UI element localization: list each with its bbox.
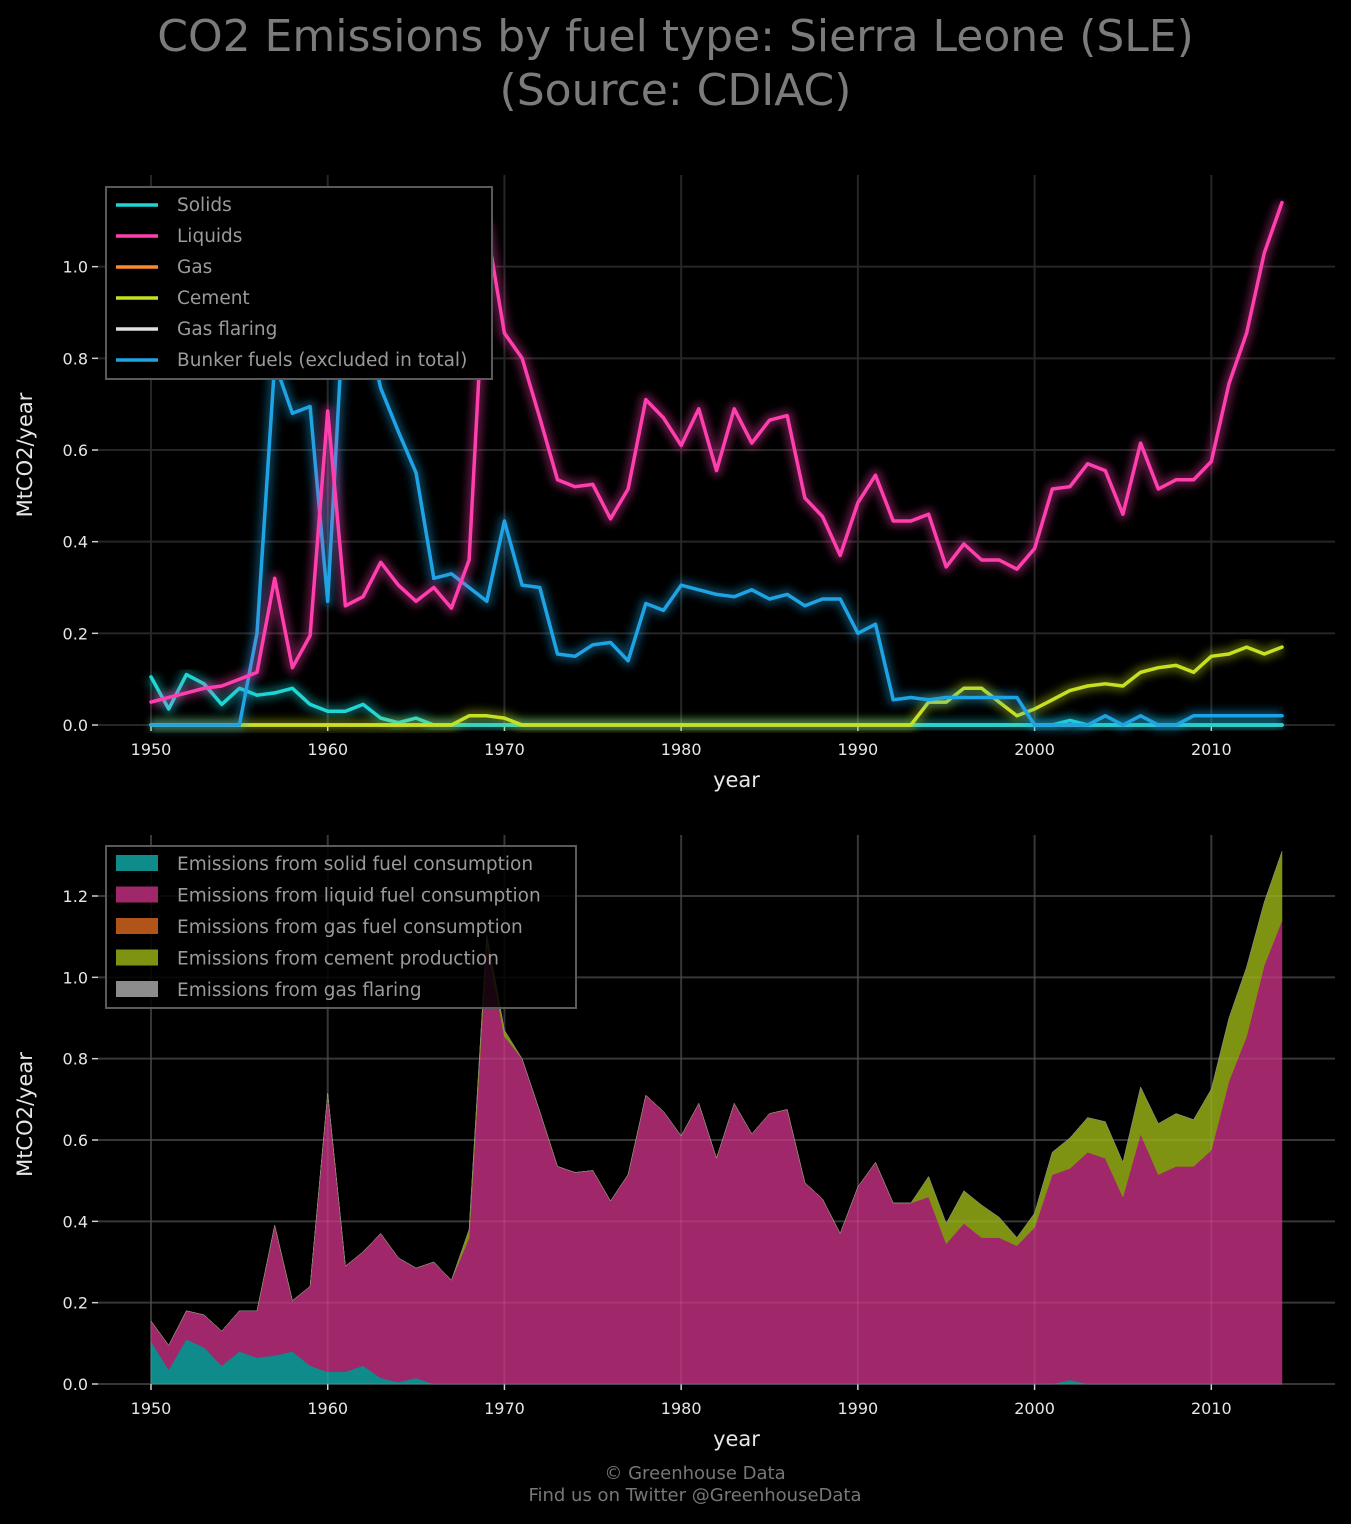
chart2-xlabel: year [713,1427,760,1451]
legend-label: Liquids [177,226,242,247]
chart1-xtick-label: 1960 [307,740,348,759]
legend-label: Emissions from liquid fuel consumption [177,886,541,907]
legend-label: Solids [177,195,232,216]
legend-label: Bunker fuels (excluded in total) [177,350,467,371]
chart2-ytick-label: 0.4 [63,1212,88,1231]
series-cement-line [149,645,1284,727]
legend-label: Emissions from gas fuel consumption [177,917,523,938]
chart1-xlabel: year [713,768,760,792]
chart2-xtick-label: 1950 [131,1399,172,1418]
chart-title: CO2 Emissions by fuel type: Sierra Leone… [0,10,1351,118]
credit: © Greenhouse Data Find us on Twitter @Gr… [0,1463,1351,1507]
chart1-xtick-label: 1950 [131,740,172,759]
area-emissions-from-gas-flaring [150,851,1283,1346]
legend-label: Emissions from solid fuel consumption [177,854,533,875]
chart1-ytick-label: 0.4 [63,533,88,552]
chart1-ylabel: MtCO2/year [13,392,37,517]
chart1-xtick-label: 1980 [661,740,702,759]
chart2-legend: Emissions from solid fuel consumption Emi… [105,845,577,1009]
credit-line1: © Greenhouse Data [604,1463,786,1484]
chart-title-line1: CO2 Emissions by fuel type: Sierra Leone… [157,11,1194,62]
chart2-xtick-label: 1960 [307,1399,348,1418]
chart2-ytick-label: 1.2 [63,887,88,906]
chart1-ytick-label: 0.0 [63,716,88,735]
chart2-ytick-label: 0.6 [63,1131,88,1150]
chart2-xtick-label: 2010 [1191,1399,1232,1418]
series-bunker-fuels-excluded-in-total-line [149,276,1284,727]
chart1-legend: Solids Liquids Gas Cement Gas flaring Bunker … [105,186,493,380]
stacked-area-chart: 1950 1960 1970 1980 1990 2000 2010 0.0 0.2 0.4 0.6… [13,835,1335,1451]
legend-label: Emissions from gas flaring [177,980,422,1001]
chart1-ytick-label: 1.0 [63,258,88,277]
chart1-xtick-label: 2010 [1191,740,1232,759]
legend-swatch [116,918,158,934]
credit-line2: Find us on Twitter @GreenhouseData [528,1485,862,1506]
line-chart: 1950 1960 1970 1980 1990 2000 2010 0.0 0.2 0.4 0.6… [13,175,1335,792]
chart1-ytick-label: 0.2 [63,624,88,643]
chart2-ytick-label: 0.0 [63,1375,88,1394]
chart2-xtick-label: 1970 [484,1399,525,1418]
chart2-legend-frame [105,845,577,1009]
chart1-legend-frame [105,186,493,380]
legend-label: Emissions from cement production [177,949,499,970]
legend-label: Gas flaring [177,319,277,340]
chart2-ytick-label: 1.0 [63,968,88,987]
legend-swatch [116,855,158,871]
chart1-ytick-label: 0.8 [63,349,88,368]
legend-swatch [116,981,158,997]
chart1-xtick-label: 1970 [484,740,525,759]
chart2-xtick-label: 1980 [661,1399,702,1418]
legend-label: Gas [177,257,212,278]
chart-title-line2: (Source: CDIAC) [499,65,852,116]
chart2-xtick-label: 2000 [1014,1399,1055,1418]
chart2-xtick-label: 1990 [838,1399,879,1418]
legend-label: Cement [177,288,250,309]
chart2-ytick-label: 0.8 [63,1050,88,1069]
series-liquids-line [149,200,1284,704]
legend-swatch [116,949,158,966]
chart1-xtick-label: 1990 [838,740,879,759]
legend-swatch [116,886,158,903]
chart2-ylabel: MtCO2/year [13,1052,37,1177]
chart1-ytick-label: 0.6 [63,441,88,460]
chart2-ytick-label: 0.2 [63,1294,88,1313]
chart1-xtick-label: 2000 [1014,740,1055,759]
